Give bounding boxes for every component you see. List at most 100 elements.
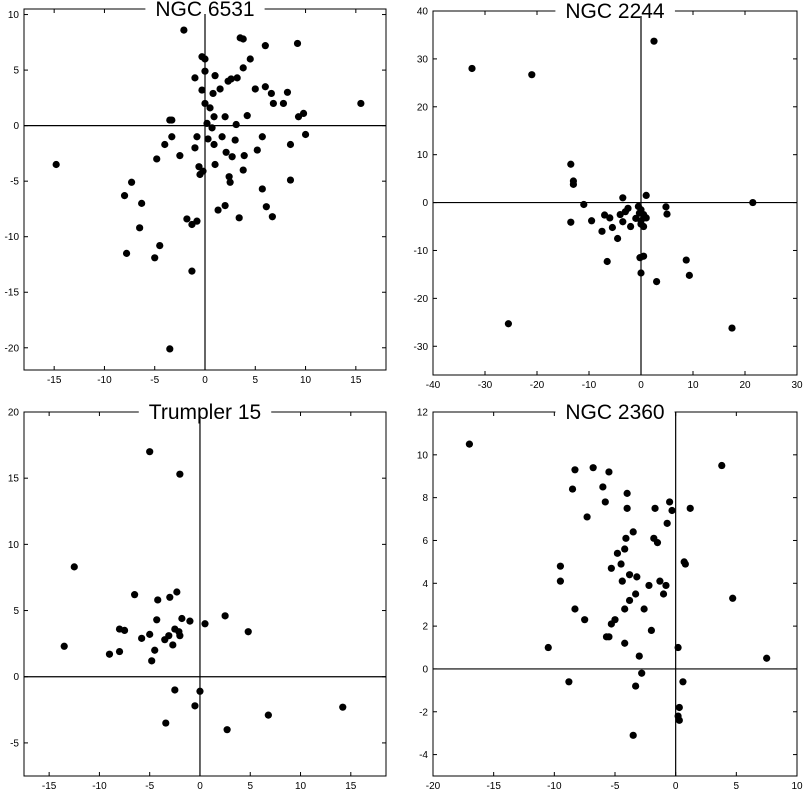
data-point	[598, 227, 606, 235]
data-point	[556, 577, 565, 585]
data-point	[679, 678, 687, 686]
x-tick-label: 10	[295, 781, 307, 790]
data-point	[151, 254, 159, 262]
data-point	[674, 643, 682, 652]
data-point	[623, 504, 631, 512]
data-point	[556, 562, 565, 570]
data-point	[156, 241, 164, 250]
y-tick-label: -2	[419, 707, 428, 718]
scatter-panel: -40 -30 -20 -10 0 10 20 30 -30 -20 -10 0 10 20 30 40 NGC…	[414, 0, 803, 391]
x-tick-label: 0	[638, 380, 644, 391]
y-tick-label: 20	[8, 408, 20, 419]
panel-title: NGC 6531	[155, 0, 254, 21]
data-point	[186, 617, 194, 625]
data-point	[621, 639, 629, 647]
y-tick-label: 0	[13, 121, 19, 132]
data-point	[286, 176, 295, 184]
data-point	[243, 112, 251, 120]
data-point	[625, 571, 634, 579]
data-point	[642, 191, 650, 199]
data-point	[681, 560, 689, 568]
scatter-panel: -15 -10 -5 0 5 10 15 -5 0 5 10 15 20 Trumpler 15	[8, 401, 387, 790]
data-point	[120, 192, 129, 200]
data-point	[468, 64, 476, 73]
data-point	[168, 133, 176, 141]
data-point	[599, 483, 607, 491]
title-background	[145, 6, 265, 14]
y-tick-label: 10	[8, 540, 20, 551]
title-background	[555, 8, 675, 16]
data-point	[619, 194, 627, 202]
data-point	[227, 75, 235, 83]
data-point	[299, 109, 308, 118]
data-point	[286, 140, 295, 149]
data-point	[605, 468, 613, 476]
data-point	[638, 669, 646, 677]
data-point	[193, 217, 201, 225]
data-point	[567, 218, 575, 226]
x-tick-label: -5	[611, 781, 620, 790]
data-point	[166, 345, 174, 353]
data-point	[171, 686, 179, 694]
plot-frame	[432, 10, 798, 376]
data-point	[622, 534, 630, 542]
data-point	[611, 616, 619, 624]
y-tick-label: 6	[422, 536, 428, 547]
data-point	[633, 573, 641, 581]
data-point	[718, 461, 726, 470]
y-tick-label: -15	[5, 288, 20, 299]
data-point	[218, 133, 226, 141]
data-point	[169, 641, 177, 649]
scatter-panel: -15 -10 -5 0 5 10 15 -20 -15 -10 -5 0 5 10 NGC 6531	[5, 0, 387, 386]
data-point	[183, 215, 191, 223]
x-tick-label: -10	[92, 781, 107, 790]
data-point	[239, 64, 247, 72]
data-point	[233, 74, 241, 82]
data-point	[115, 647, 124, 656]
data-point	[301, 130, 310, 139]
data-point	[662, 581, 670, 590]
y-tick-label: 0	[422, 664, 428, 675]
data-point	[528, 71, 536, 79]
data-point	[666, 498, 674, 506]
data-point	[621, 605, 629, 613]
data-point	[656, 577, 664, 585]
data-point	[52, 160, 60, 169]
x-tick-label: 15	[345, 781, 357, 790]
data-point	[568, 485, 577, 493]
y-tick-label: -10	[414, 246, 429, 257]
data-point	[201, 67, 209, 75]
x-tick-label: -10	[582, 380, 597, 391]
x-tick-label: -20	[530, 380, 545, 391]
x-tick-label: 30	[791, 380, 803, 391]
data-point	[662, 203, 670, 211]
data-point	[161, 140, 169, 149]
data-point	[293, 39, 302, 48]
data-point	[258, 185, 266, 193]
data-point	[685, 271, 693, 279]
data-point	[642, 214, 650, 222]
title-background	[555, 409, 675, 417]
data-point	[603, 257, 611, 266]
data-point	[138, 199, 146, 207]
data-point	[173, 588, 181, 596]
data-point	[105, 650, 114, 658]
data-point	[203, 119, 211, 128]
data-point	[162, 719, 170, 727]
y-tick-label: -20	[5, 343, 20, 354]
data-point	[659, 590, 668, 598]
data-point	[651, 504, 659, 512]
x-tick-label: -30	[478, 380, 493, 391]
y-tick-label: -10	[5, 232, 20, 243]
data-point	[244, 628, 252, 636]
x-tick-label: 10	[791, 781, 803, 790]
data-point	[199, 167, 207, 175]
data-point	[221, 113, 229, 121]
data-point	[146, 630, 154, 638]
data-point	[214, 206, 222, 214]
data-point	[127, 178, 136, 186]
x-tick-label: 0	[673, 781, 679, 790]
data-point	[357, 99, 365, 108]
